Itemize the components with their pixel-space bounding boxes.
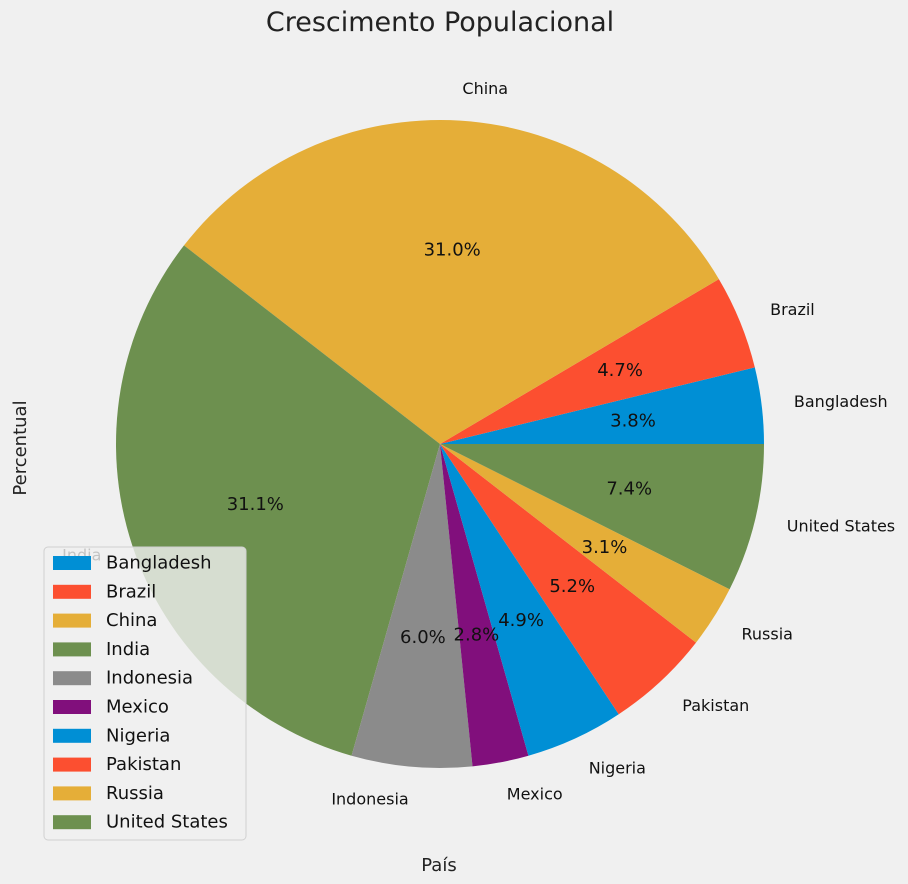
- percent-label-united-states: 7.4%: [606, 478, 652, 499]
- legend-label-brazil: Brazil: [106, 581, 156, 602]
- legend-label-china: China: [106, 610, 157, 631]
- slice-label-pakistan: Pakistan: [682, 696, 749, 715]
- legend-label-united-states: United States: [106, 812, 228, 833]
- legend-swatch-pakistan: [53, 757, 91, 772]
- slice-label-mexico: Mexico: [507, 785, 563, 804]
- legend-swatch-china: [53, 613, 91, 628]
- slice-label-china: China: [462, 79, 508, 98]
- legend-label-india: India: [106, 639, 150, 660]
- legend-label-bangladesh: Bangladesh: [106, 553, 212, 574]
- slice-china: [183, 120, 719, 445]
- percent-label-indonesia: 6.0%: [400, 627, 446, 648]
- legend-label-indonesia: Indonesia: [106, 668, 193, 689]
- legend-swatch-united-states: [53, 815, 91, 830]
- chart-title: Crescimento Populacional: [266, 7, 614, 38]
- legend-label-pakistan: Pakistan: [106, 754, 181, 775]
- percent-label-brazil: 4.7%: [597, 360, 643, 381]
- slice-bangladesh: [440, 367, 764, 444]
- percent-label-pakistan: 5.2%: [549, 576, 595, 597]
- slice-pakistan: [440, 444, 697, 715]
- percent-labels: 3.8% 4.7% 31.0% 31.1% 6.0% 2.8%4.9%5.2% 3.1% 7.…: [227, 240, 656, 649]
- legend-swatch-india: [53, 642, 91, 657]
- legend-box: [43, 546, 247, 841]
- slice-united-states: [440, 444, 764, 590]
- percent-label-russia: 3.1%: [582, 537, 628, 558]
- slice-label-indonesia: Indonesia: [331, 790, 408, 809]
- slice-label-united-states: United States: [787, 517, 895, 536]
- slice-indonesia: [351, 444, 473, 768]
- slice-label-russia: Russia: [742, 625, 793, 644]
- legend-label-russia: Russia: [106, 783, 164, 804]
- legend: Bangladesh Brazil China India Indonesia Mexic…: [43, 546, 247, 841]
- legend-swatch-nigeria: [53, 728, 91, 743]
- percent-label-mexico: 2.8%: [454, 625, 500, 646]
- percent-label-bangladesh: 3.8%: [610, 410, 656, 431]
- legend-swatch-russia: [53, 786, 91, 801]
- legend-label-mexico: Mexico: [106, 697, 169, 718]
- legend-swatch-bangladesh: [53, 556, 91, 570]
- y-axis-label: Percentual: [10, 400, 31, 495]
- slice-label-brazil: Brazil: [770, 300, 815, 319]
- slice-nigeria: [440, 444, 619, 756]
- percent-label-china: 31.0%: [424, 240, 481, 261]
- legend-swatch-brazil: [53, 584, 91, 599]
- slice-label-bangladesh: Bangladesh: [794, 392, 888, 411]
- percent-label-nigeria: 4.9%: [498, 610, 544, 631]
- slice-mexico: [440, 444, 529, 767]
- x-axis-label: País: [421, 855, 456, 876]
- legend-swatch-indonesia: [53, 671, 91, 686]
- slice-brazil: [440, 279, 755, 444]
- legend-label-nigeria: Nigeria: [106, 725, 170, 746]
- legend-swatch-mexico: [53, 700, 91, 714]
- percent-label-india: 31.1%: [227, 494, 284, 515]
- slice-russia: [440, 444, 730, 643]
- slice-label-nigeria: Nigeria: [589, 758, 646, 777]
